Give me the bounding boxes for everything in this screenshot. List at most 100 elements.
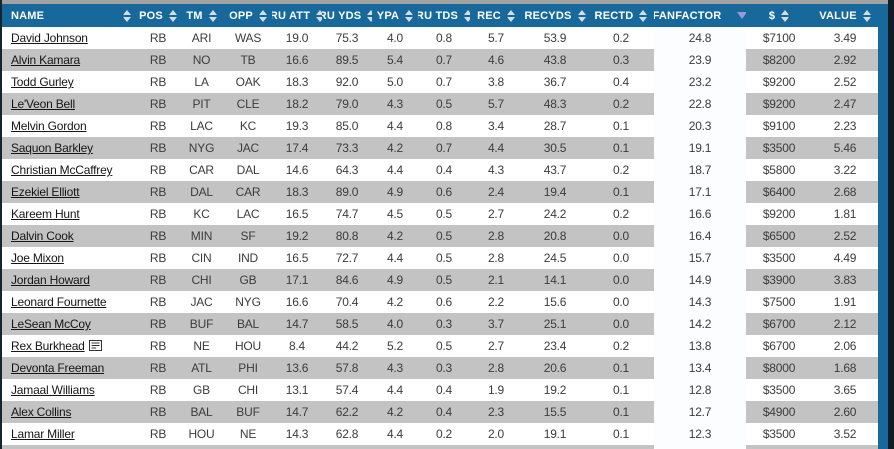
cell-fanfactor: 12.8 <box>654 379 746 401</box>
cell-tm: ATL <box>179 357 224 379</box>
player-link[interactable]: Christian McCaffrey <box>11 163 113 177</box>
table-row: Joe Mixon RB CIN IND 16.5 72.7 4.4 0.5 2.8 24.5 0.… <box>2 247 878 269</box>
cell-ypa: 4.4 <box>372 247 418 269</box>
cell-rec: 2.7 <box>470 203 522 225</box>
cell-ypa: 5.2 <box>372 335 418 357</box>
sort-icon[interactable] <box>208 9 217 22</box>
cell-ypa: 5.4 <box>372 49 418 71</box>
cell-ypa: 4.4 <box>372 159 418 181</box>
column-header-ru_att[interactable]: RU ATT <box>272 4 322 27</box>
table-row: Christian McCaffrey RB CAR DAL 14.6 64.3 4.4 0.… <box>2 159 878 181</box>
player-link[interactable]: Jamaal Williams <box>11 383 95 397</box>
cell-ru_att: 19.2 <box>272 225 322 247</box>
sort-icon[interactable] <box>781 9 790 22</box>
cell-fanfactor: 14.3 <box>654 291 746 313</box>
player-link[interactable]: Rex Burkhead <box>11 339 85 353</box>
player-link[interactable]: Kareem Hunt <box>11 207 80 221</box>
player-link[interactable]: Dalvin Cook <box>11 229 74 243</box>
cell-ypa: 4.2 <box>372 225 418 247</box>
cell-rec: 2.2 <box>470 291 522 313</box>
sort-icon[interactable] <box>316 9 322 22</box>
cell-tm: KC <box>179 203 224 225</box>
cell-tm: BAL <box>179 401 224 423</box>
column-header-ypa[interactable]: YPA <box>372 4 418 27</box>
player-link[interactable]: Todd Gurley <box>11 75 74 89</box>
sort-icon[interactable] <box>123 9 131 22</box>
sort-desc-icon[interactable] <box>737 12 746 19</box>
cell-rectd: 0.3 <box>588 49 654 71</box>
player-link[interactable]: Ezekiel Elliott <box>11 185 80 199</box>
column-header-tm[interactable]: TM <box>179 4 224 27</box>
cell-ru_tds: 0.7 <box>418 71 470 93</box>
cell-salary: $3900 <box>746 269 812 291</box>
cell-opp: CHI <box>224 379 272 401</box>
player-link[interactable]: Alvin Kamara <box>11 53 80 67</box>
sort-icon[interactable] <box>258 9 267 22</box>
cell-salary: $9100 <box>746 115 812 137</box>
cell-pos: RB <box>137 27 179 49</box>
player-link[interactable]: Jordan Howard <box>11 273 90 287</box>
sort-icon[interactable] <box>367 9 372 22</box>
cell-ru_att: 13.6 <box>272 357 322 379</box>
cell-rec: 2.3 <box>470 401 522 423</box>
column-header-pos[interactable]: POS <box>137 4 179 27</box>
player-link[interactable]: Lamar Miller <box>11 427 75 441</box>
column-header-ru_yds[interactable]: RU YDS <box>322 4 372 27</box>
cell-salary: $3500 <box>746 247 812 269</box>
column-header-fanfactor[interactable]: FANFACTOR <box>654 4 746 27</box>
cell-recyds: 17.4 <box>522 445 588 449</box>
cell-pos: RB <box>137 247 179 269</box>
column-header-name[interactable]: NAME <box>2 4 137 27</box>
player-link[interactable]: Leonard Fournette <box>11 295 107 309</box>
cell-recyds: 43.7 <box>522 159 588 181</box>
cell-ru_att: 16.6 <box>272 291 322 313</box>
sort-icon[interactable] <box>639 9 648 22</box>
sort-icon[interactable] <box>506 9 515 22</box>
column-header-rec[interactable]: REC <box>470 4 522 27</box>
player-link[interactable]: Joe Mixon <box>11 251 64 265</box>
cell-name: Leonard Fournette <box>2 291 137 313</box>
column-header-recyds[interactable]: RECYDS <box>522 4 588 27</box>
cell-recyds: 43.8 <box>522 49 588 71</box>
cell-value: 2.23 <box>812 115 878 137</box>
player-link[interactable]: Saquon Barkley <box>11 141 93 155</box>
cell-pos: RB <box>137 291 179 313</box>
cell-rectd: 0.0 <box>588 291 654 313</box>
sort-icon[interactable] <box>168 9 177 22</box>
cell-rec: 3.4 <box>470 115 522 137</box>
column-header-opp[interactable]: OPP <box>224 4 272 27</box>
cell-ru_yds: 62.2 <box>322 401 372 423</box>
cell-tm: MIA <box>179 445 224 449</box>
player-link[interactable]: Alex Collins <box>11 405 72 419</box>
player-link[interactable]: Le'Veon Bell <box>11 97 75 111</box>
table-row: Le'Veon Bell RB PIT CLE 18.2 79.0 4.3 0.5 5.7 48.… <box>2 93 878 115</box>
cell-name: Ezekiel Elliott <box>2 181 137 203</box>
player-link[interactable]: Devonta Freeman <box>11 361 105 375</box>
table-row: Leonard Fournette RB JAC NYG 16.6 70.4 4.2 0.6 2… <box>2 291 878 313</box>
cell-salary: $5500 <box>746 445 812 449</box>
column-header-ru_tds[interactable]: RU TDS <box>418 4 470 27</box>
cell-name: Kenyan Drake <box>2 445 137 449</box>
cell-recyds: 15.5 <box>522 401 588 423</box>
sort-icon[interactable] <box>405 9 414 22</box>
cell-recyds: 20.8 <box>522 225 588 247</box>
column-label: $ <box>768 9 776 22</box>
cell-ypa: 4.2 <box>372 401 418 423</box>
cell-value: 2.12 <box>812 313 878 335</box>
column-header-value[interactable]: VALUE <box>812 4 878 27</box>
cell-recyds: 19.4 <box>522 181 588 203</box>
news-icon[interactable] <box>88 340 102 351</box>
column-header-salary[interactable]: $ <box>746 4 812 27</box>
cell-ru_yds: 44.2 <box>322 335 372 357</box>
cell-fanfactor: 23.2 <box>654 71 746 93</box>
sort-icon[interactable] <box>862 9 871 22</box>
player-link[interactable]: Melvin Gordon <box>11 119 87 133</box>
cell-value: 1.91 <box>812 291 878 313</box>
sort-icon[interactable] <box>577 9 586 22</box>
player-link[interactable]: David Johnson <box>11 31 88 45</box>
column-header-rectd[interactable]: RECTD <box>588 4 654 27</box>
cell-name: Christian McCaffrey <box>2 159 137 181</box>
sort-icon[interactable] <box>464 9 470 22</box>
player-link[interactable]: LeSean McCoy <box>11 317 91 331</box>
cell-value: 2.47 <box>812 93 878 115</box>
